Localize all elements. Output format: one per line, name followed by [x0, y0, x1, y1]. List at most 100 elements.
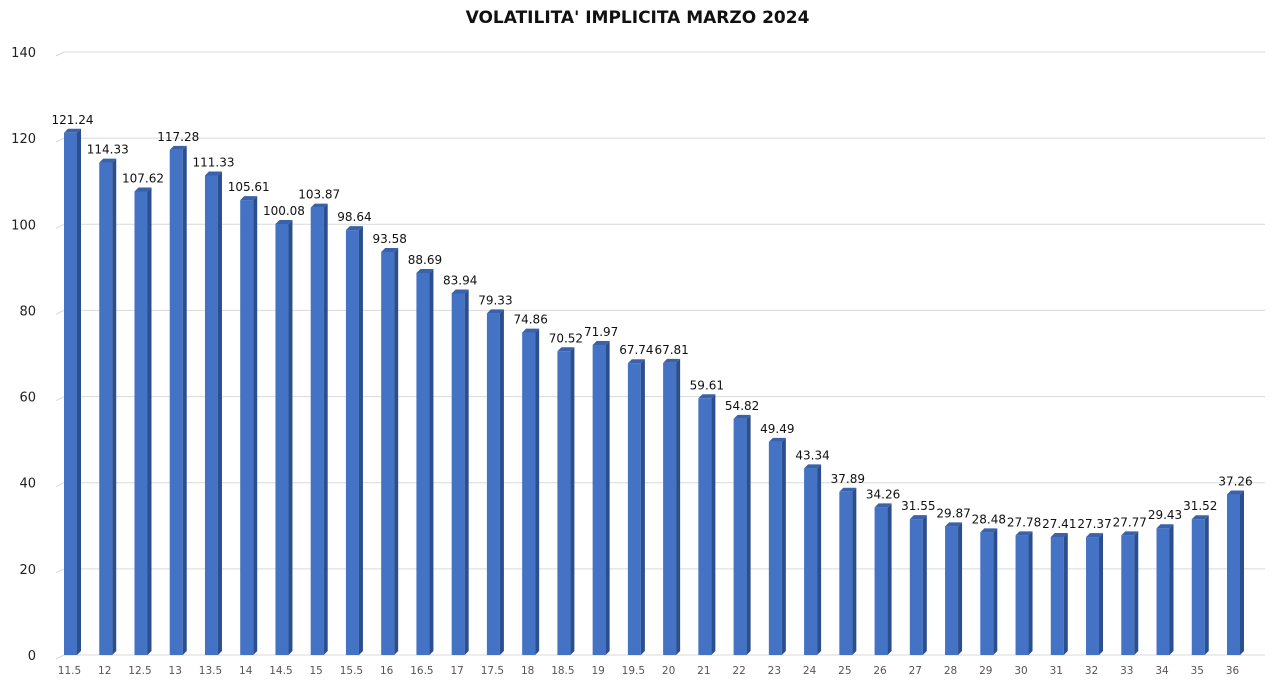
bar-top [1227, 490, 1244, 495]
bar [381, 247, 399, 656]
data-label: 31.52 [1183, 499, 1217, 513]
bar [99, 158, 117, 655]
y-tick-label: 0 [28, 649, 36, 664]
bar-front [1050, 536, 1064, 655]
data-label: 34.26 [866, 487, 900, 501]
bar-side [288, 219, 293, 655]
bar-front [1086, 537, 1100, 655]
bar [1191, 515, 1209, 655]
x-tick-label: 25 [838, 665, 851, 677]
x-tick-label: 28 [944, 665, 957, 677]
bar [522, 328, 540, 655]
x-tick-label: 15.5 [340, 665, 363, 677]
data-label: 71.97 [584, 325, 618, 339]
x-tick-label: 14.5 [269, 665, 292, 677]
bar [945, 522, 963, 655]
bar [909, 515, 927, 655]
bar [1050, 532, 1068, 655]
bar-front [980, 532, 994, 655]
gridline [55, 654, 1265, 660]
bar [275, 219, 293, 655]
bar-front [945, 526, 959, 655]
bar-top [345, 226, 363, 231]
bar-side [323, 203, 328, 655]
bar-front [909, 519, 923, 655]
y-tick-label: 120 [11, 132, 36, 147]
bar-top [486, 309, 504, 314]
bar-front [1156, 528, 1170, 655]
data-label: 49.49 [760, 422, 794, 436]
bar-front [381, 251, 395, 656]
bar-top [1191, 515, 1209, 520]
data-label: 107.62 [122, 171, 164, 185]
bar-side [182, 145, 187, 656]
bar-front [663, 362, 677, 655]
bar [804, 464, 822, 655]
bar-side [922, 515, 927, 655]
bar [486, 309, 504, 655]
x-tick-label: 29 [979, 665, 992, 677]
bar-front [768, 441, 782, 655]
data-label: 37.89 [831, 472, 865, 486]
bar-top [627, 359, 645, 364]
bar-front [874, 507, 888, 655]
bar [768, 437, 786, 655]
bar-front [839, 491, 853, 655]
bar-front [275, 223, 289, 655]
x-tick-label: 15 [310, 665, 323, 677]
bar-side [1240, 490, 1244, 655]
gridline [55, 309, 1265, 315]
gridline [55, 396, 1265, 402]
bar-top [310, 203, 328, 208]
x-tick-label: 19.5 [622, 665, 645, 677]
gridline [55, 223, 1265, 229]
bar [627, 359, 645, 655]
bar-top [1050, 532, 1068, 537]
x-tick-label: 13.5 [199, 665, 222, 677]
bar [204, 171, 222, 655]
x-axis: 11.5 12 12.5 13 13.5 14 14.5 15 15.5 16 16.5 17 17.5… [58, 665, 1240, 677]
data-label: 29.43 [1148, 508, 1182, 522]
data-label: 29.87 [936, 506, 970, 520]
bar-top [240, 196, 258, 201]
data-label: 37.26 [1218, 475, 1252, 489]
x-tick-label: 20 [662, 665, 675, 677]
data-label: 83.94 [443, 273, 477, 287]
x-tick-label: 12 [98, 665, 111, 677]
data-labels: 121.24 114.33 107.62 117.28 111.33 105.61 100.… [52, 113, 1253, 531]
bar [416, 268, 434, 655]
x-tick-label: 19 [591, 665, 604, 677]
x-tick-label: 33 [1120, 665, 1133, 677]
bar-side [1063, 532, 1068, 655]
bar-top [557, 347, 575, 352]
bar-top [64, 128, 81, 133]
y-tick-label: 80 [19, 304, 36, 319]
bar-front [310, 207, 324, 655]
data-label: 98.64 [337, 210, 371, 224]
gridline [55, 137, 1265, 143]
bar-front [733, 418, 747, 655]
x-tick-label: 36 [1226, 665, 1240, 677]
bar-side [852, 487, 857, 655]
bar-side [1204, 515, 1209, 655]
y-tick-label: 100 [11, 218, 36, 233]
data-label: 67.74 [619, 343, 653, 357]
bar [1086, 533, 1104, 655]
bar-top [945, 522, 963, 527]
bar-front [416, 272, 430, 655]
bar-top [1121, 531, 1139, 536]
bar-top [522, 328, 540, 333]
bar-front [345, 230, 359, 655]
bar [134, 187, 152, 656]
bar-front [522, 332, 536, 655]
bar-front [1227, 494, 1240, 655]
data-label: 28.48 [972, 512, 1006, 526]
bar [663, 358, 681, 655]
bar-front [1191, 519, 1205, 655]
data-label: 105.61 [228, 180, 270, 194]
bar-front [240, 200, 254, 655]
x-tick-label: 17 [450, 665, 463, 677]
data-label: 31.55 [901, 499, 935, 513]
data-label: 100.08 [263, 204, 305, 218]
